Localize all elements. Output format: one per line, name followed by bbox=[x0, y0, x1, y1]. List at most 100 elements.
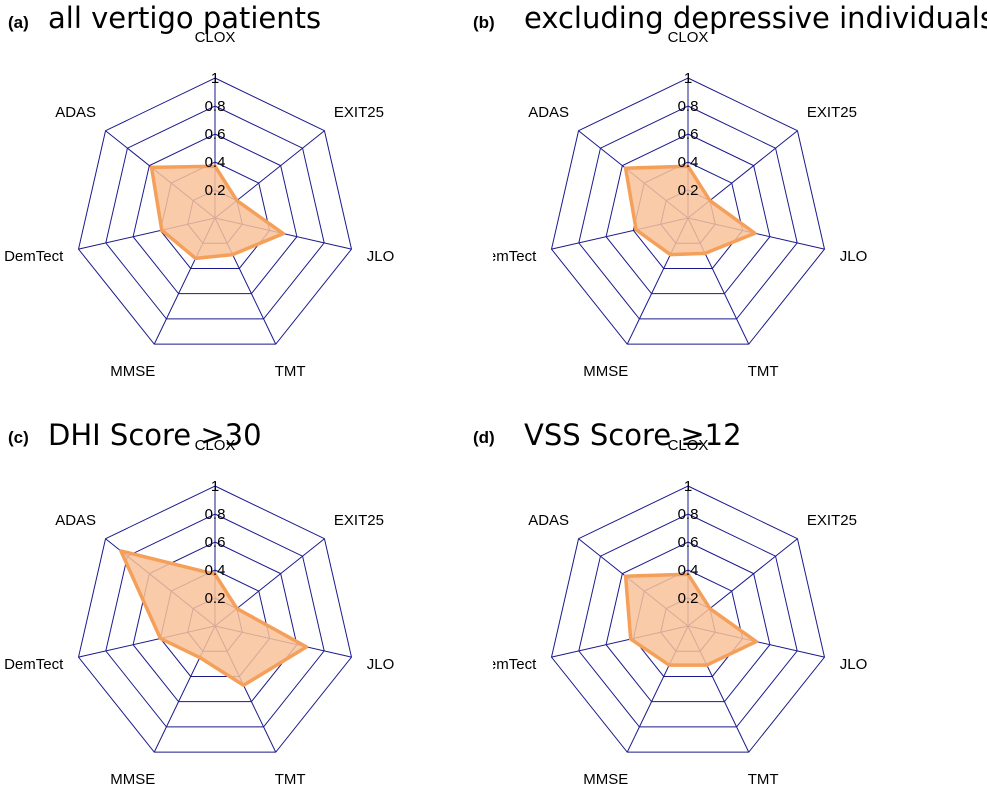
series-area bbox=[623, 572, 758, 667]
tick-label: 0.4 bbox=[678, 562, 699, 579]
grid-ring bbox=[578, 105, 798, 320]
data-point-adas bbox=[624, 166, 628, 170]
grid-ring bbox=[77, 485, 353, 753]
grid-ring bbox=[578, 513, 798, 728]
tick-label: 0.2 bbox=[205, 590, 226, 607]
panel-letter: (b) bbox=[473, 13, 495, 32]
data-point-clox bbox=[686, 572, 690, 576]
axis-label-tmt: TMT bbox=[748, 771, 779, 788]
data-point-jlo bbox=[304, 645, 308, 649]
tick-label: 0.6 bbox=[205, 126, 226, 143]
axis-label-exit25: EXIT25 bbox=[334, 104, 384, 121]
data-point-clox bbox=[686, 164, 690, 168]
axis-label-demtect: DemTect bbox=[4, 248, 64, 265]
axis-label-mmse: MMSE bbox=[583, 363, 628, 380]
grid-ring bbox=[105, 513, 325, 728]
panel-letter: (a) bbox=[8, 13, 29, 32]
data-point-demtect bbox=[160, 228, 164, 232]
axis-label-demtect: DemTect bbox=[4, 656, 64, 673]
axis-label-jlo: JLO bbox=[840, 656, 868, 673]
series-area bbox=[119, 549, 309, 688]
data-point-tmt bbox=[242, 683, 246, 687]
tick-label: 0.8 bbox=[678, 98, 699, 115]
grid-ring bbox=[605, 541, 771, 703]
tick-label: 1 bbox=[684, 70, 692, 87]
axis-label-tmt: TMT bbox=[275, 771, 306, 788]
data-point-adas bbox=[624, 574, 628, 578]
data-point-exit25 bbox=[708, 199, 712, 203]
panel-title: excluding depressive individuals bbox=[524, 1, 987, 35]
data-point-jlo bbox=[754, 640, 758, 644]
axis-label-jlo: JLO bbox=[367, 248, 395, 265]
series-area bbox=[623, 164, 757, 257]
data-point-mmse bbox=[198, 656, 202, 660]
grid-ring bbox=[132, 133, 298, 295]
data-point-exit25 bbox=[235, 607, 239, 611]
panel-letter: (d) bbox=[473, 428, 495, 447]
axis-label-mmse: MMSE bbox=[583, 771, 628, 788]
panel-title: all vertigo patients bbox=[48, 1, 322, 35]
data-point-mmse bbox=[667, 663, 671, 667]
axis-label-clox: CLOX bbox=[668, 29, 709, 46]
axis-label-adas: ADAS bbox=[55, 512, 96, 529]
radar-chart-b: 0.2 0.4 0.6 0.8 1 CLOX EXIT25 JLO TMT MMSE DemTect… bbox=[493, 29, 868, 380]
data-point-adas bbox=[150, 165, 154, 169]
tick-label: 0.6 bbox=[678, 534, 699, 551]
tick-label: 0.6 bbox=[678, 126, 699, 143]
axis-label-clox: CLOX bbox=[668, 437, 709, 454]
axis-label-adas: ADAS bbox=[528, 512, 569, 529]
tick-label: 0.8 bbox=[205, 506, 226, 523]
data-point-jlo bbox=[753, 231, 757, 235]
data-point-exit25 bbox=[235, 199, 239, 203]
data-point-demtect bbox=[634, 228, 638, 232]
data-point-mmse bbox=[194, 256, 198, 260]
radar-chart-d: 0.2 0.4 0.6 0.8 1 CLOX EXIT25 JLO TMT MMSE DemTect… bbox=[493, 437, 868, 788]
data-point-adas bbox=[119, 549, 123, 553]
axis-label-tmt: TMT bbox=[748, 363, 779, 380]
axis-label-tmt: TMT bbox=[275, 363, 306, 380]
grid-ring bbox=[105, 105, 325, 320]
radar-panel-b: (b) excluding depressive individuals 0.2… bbox=[473, 0, 987, 396]
axis-label-demtect: DemTect bbox=[493, 656, 537, 673]
axis-label-jlo: JLO bbox=[840, 248, 868, 265]
radar-panel-a: (a) all vertigo patients 0.2 0.4 0.6 0.8 1 CL… bbox=[0, 0, 493, 396]
axis-label-exit25: EXIT25 bbox=[334, 512, 384, 529]
radar-chart-a: 0.2 0.4 0.6 0.8 1 CLOX EXIT25 JLO TMT MMSE DemTect… bbox=[4, 29, 395, 380]
panel-title: VSS Score ≥12 bbox=[524, 418, 742, 452]
data-point-demtect bbox=[158, 636, 162, 640]
axis-label-mmse: MMSE bbox=[110, 771, 155, 788]
tick-label: 0.8 bbox=[205, 98, 226, 115]
grid-ring bbox=[605, 133, 771, 295]
data-point-clox bbox=[213, 164, 217, 168]
data-point-tmt bbox=[703, 251, 707, 255]
grid-ring bbox=[77, 77, 353, 345]
tick-label: 1 bbox=[211, 478, 219, 495]
data-point-demtect bbox=[629, 637, 633, 641]
grid-ring bbox=[550, 485, 826, 753]
axis-label-clox: CLOX bbox=[195, 29, 236, 46]
tick-label: 0.4 bbox=[678, 154, 699, 171]
data-point-jlo bbox=[281, 232, 285, 236]
axis-label-jlo: JLO bbox=[367, 656, 395, 673]
tick-label: 0.4 bbox=[205, 154, 226, 171]
tick-label: 1 bbox=[684, 478, 692, 495]
axis-label-demtect: DemTect bbox=[493, 248, 537, 265]
data-point-tmt bbox=[705, 663, 709, 667]
tick-label: 0.6 bbox=[205, 534, 226, 551]
axis-label-clox: CLOX bbox=[195, 437, 236, 454]
radar-panel-d: (d) VSS Score ≥12 0.2 0.4 0.6 0.8 1 CLOX EXIT2… bbox=[473, 396, 986, 792]
data-point-clox bbox=[213, 572, 217, 576]
grid-ring bbox=[550, 77, 826, 345]
axis-label-exit25: EXIT25 bbox=[807, 104, 857, 121]
tick-label: 0.2 bbox=[678, 590, 699, 607]
radar-chart-c: 0.2 0.4 0.6 0.8 1 CLOX EXIT25 JLO TMT MMSE DemTect… bbox=[4, 437, 395, 788]
panel-letter: (c) bbox=[8, 428, 29, 447]
tick-label: 1 bbox=[211, 70, 219, 87]
axis-label-mmse: MMSE bbox=[110, 363, 155, 380]
series-area bbox=[149, 164, 285, 261]
data-point-exit25 bbox=[708, 607, 712, 611]
radar-panel-c: (c) DHI Score >30 0.2 0.4 0.6 0.8 1 CLOX EXIT2… bbox=[0, 396, 493, 792]
tick-label: 0.2 bbox=[678, 182, 699, 199]
panel-title: DHI Score >30 bbox=[48, 418, 262, 452]
tick-label: 0.4 bbox=[205, 562, 226, 579]
